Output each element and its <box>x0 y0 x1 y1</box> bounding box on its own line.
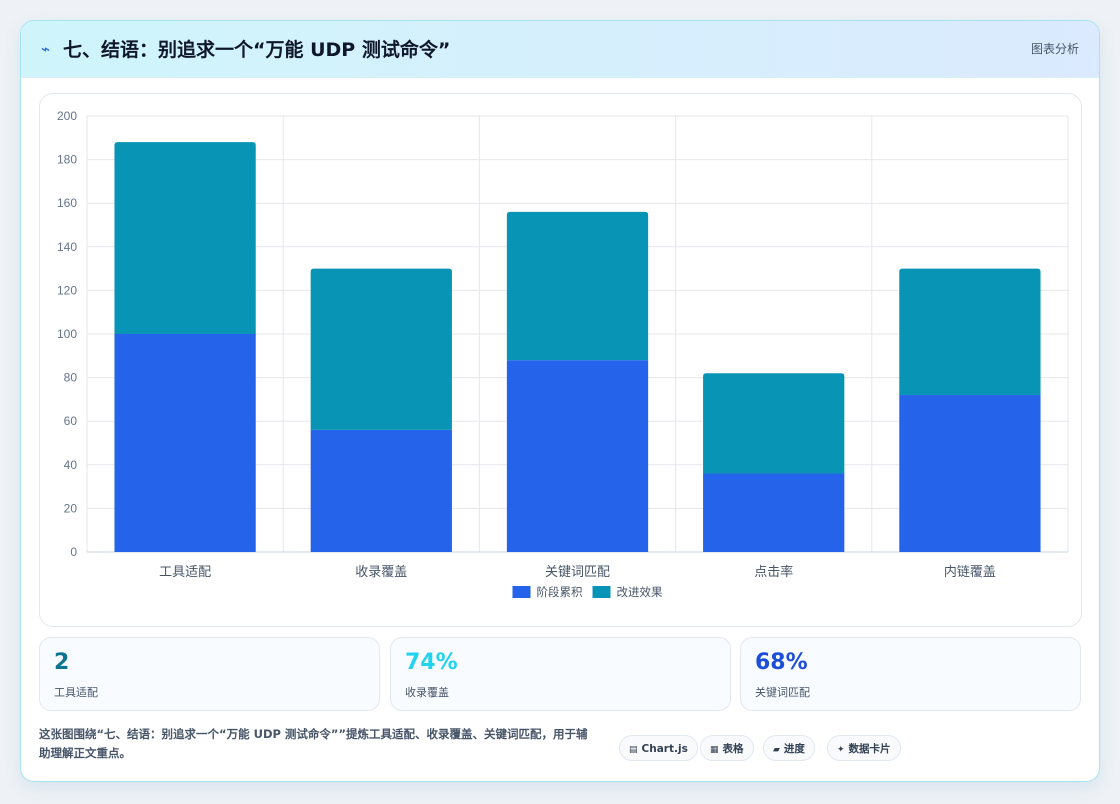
stat-label: 收录覆盖 <box>405 686 449 699</box>
bar-segment <box>703 473 845 552</box>
y-tick-label: 120 <box>57 283 77 297</box>
chip-label: 进度 <box>783 743 805 755</box>
chart-icon: ▤ <box>629 745 638 755</box>
y-tick-label: 200 <box>57 109 77 123</box>
stat-card-tool: 2 工具适配 <box>39 637 380 711</box>
y-tick-label: 140 <box>57 240 77 254</box>
chart-description: 这张图围绕“七、结语：别追求一个“万能 UDP 测试命令””提炼工具适配、收录覆… <box>39 727 588 760</box>
x-tick-label: 关键词匹配 <box>545 565 610 580</box>
y-tick-label: 40 <box>64 458 78 472</box>
progress-icon: ▰ <box>773 745 780 755</box>
table-icon: ▦ <box>710 745 719 755</box>
signal-icon: ⌁ <box>41 40 51 58</box>
chart-card: ⌁ 七、结语：别追求一个“万能 UDP 测试命令” 图表分析 0 20 40 60 80… <box>20 20 1100 782</box>
chip-label: 数据卡片 <box>848 743 891 755</box>
x-tick-label: 点击率 <box>754 564 793 580</box>
chart-panel: 0 20 40 60 80 100 120 140 160 180 200 工具适配 收录覆盖 关键词匹配… <box>39 93 1082 627</box>
chip-table[interactable]: ▦ 表格 <box>700 735 754 761</box>
bar-segment <box>506 360 649 552</box>
card-header: ⌁ 七、结语：别追求一个“万能 UDP 测试命令” 图表分析 <box>21 21 1099 78</box>
bar-segment <box>899 268 1041 396</box>
bar-segment <box>114 142 256 334</box>
stacked-bar-chart: 0 20 40 60 80 100 120 140 160 180 200 工具适配 收录覆盖 关键词匹配… <box>57 109 1069 599</box>
stat-card-index: 74% 收录覆盖 <box>390 637 731 711</box>
bar-segment <box>114 334 256 552</box>
y-tick-label: 60 <box>64 414 78 428</box>
bar-segment <box>703 373 845 474</box>
y-tick-label: 0 <box>70 545 77 559</box>
bar-segment <box>899 395 1041 552</box>
stat-label: 关键词匹配 <box>755 686 810 699</box>
bar-segment <box>506 211 649 361</box>
chip-label: Chart.js <box>641 743 688 755</box>
y-tick-label: 100 <box>57 327 77 341</box>
x-tick-label: 工具适配 <box>159 565 211 580</box>
chip-label: 表格 <box>722 743 744 755</box>
x-tick-label: 收录覆盖 <box>355 565 407 580</box>
data-card-icon: ✦ <box>837 745 845 755</box>
stat-value: 2 <box>54 650 70 675</box>
legend-swatch <box>592 586 611 598</box>
y-tick-label: 160 <box>57 196 77 210</box>
stat-value: 68% <box>755 650 808 675</box>
stat-value: 74% <box>405 650 458 675</box>
chip-data-card[interactable]: ✦ 数据卡片 <box>827 735 901 761</box>
chart-analysis-tag: 图表分析 <box>1030 42 1079 56</box>
legend-swatch <box>512 586 531 598</box>
y-tick-label: 180 <box>57 153 77 167</box>
y-tick-label: 20 <box>64 501 78 515</box>
bar-segment <box>310 429 452 552</box>
legend-label: 改进效果 <box>617 585 663 599</box>
chip-progress[interactable]: ▰ 进度 <box>763 735 815 761</box>
stat-label: 工具适配 <box>54 686 98 699</box>
bar-segment <box>310 268 452 430</box>
card-title: 七、结语：别追求一个“万能 UDP 测试命令” <box>63 39 451 61</box>
legend-label: 阶段累积 <box>537 585 583 599</box>
stat-card-keyword: 68% 关键词匹配 <box>740 637 1081 711</box>
chip-chartjs[interactable]: ▤ Chart.js <box>619 735 698 761</box>
y-tick-label: 80 <box>64 371 78 385</box>
x-tick-label: 内链覆盖 <box>944 564 996 580</box>
